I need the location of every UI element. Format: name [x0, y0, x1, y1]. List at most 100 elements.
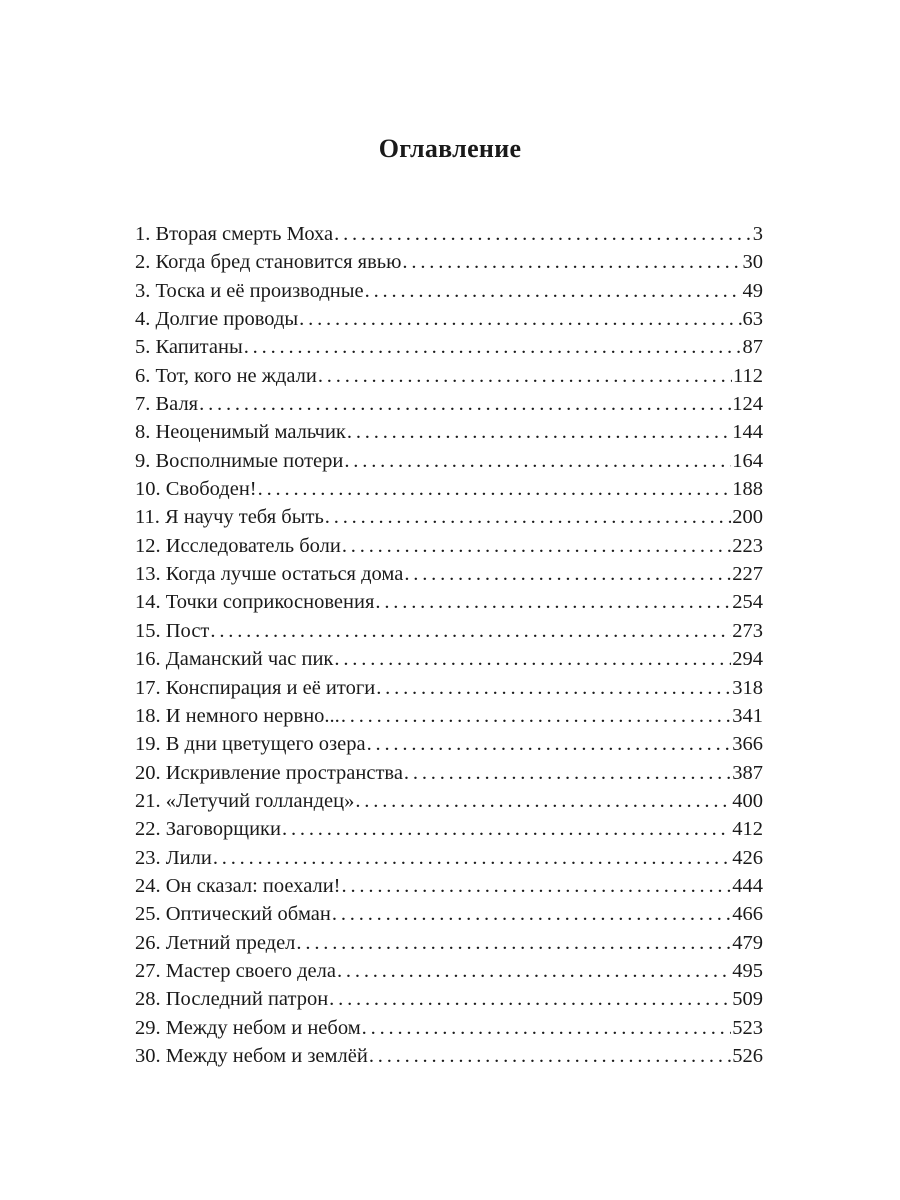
toc-entry[interactable]: 22. Заговорщики 412 [135, 815, 763, 843]
toc-entry-title: 3. Тоска и её производные [135, 279, 364, 302]
dot-leader [332, 900, 731, 928]
toc-entry-title: 18. И немного нервно... [135, 704, 340, 727]
toc-entry-title: 21. «Летучий голландец» [135, 789, 355, 812]
toc-entry[interactable]: 8. Неоценимый мальчик 144 [135, 418, 763, 446]
toc-entry-title: 9. Восполнимые потери [135, 449, 344, 472]
dot-leader [329, 985, 731, 1013]
toc-entry[interactable]: 23. Лили 426 [135, 844, 763, 872]
toc-entry[interactable]: 29. Между небом и небом 523 [135, 1014, 763, 1042]
toc-entry-title: 26. Летний предел [135, 931, 296, 954]
dot-leader [341, 702, 731, 730]
toc-entry-title: 16. Даманский час пик [135, 648, 334, 671]
dot-leader [362, 1014, 732, 1042]
toc-entry-title: 17. Конспирация и её итоги [135, 676, 376, 699]
dot-leader [258, 475, 732, 503]
toc-entry-page: 318 [732, 676, 763, 699]
dot-leader [347, 418, 731, 446]
toc-entry-page: 466 [732, 903, 763, 926]
toc-entry[interactable]: 12. Исследователь боли 223 [135, 532, 763, 560]
toc-entry-page: 3 [752, 223, 763, 245]
dot-leader [296, 929, 731, 957]
toc-entry[interactable]: 19. В дни цветущего озера 366 [135, 730, 763, 758]
toc-entry-title: 15. Пост [135, 619, 210, 642]
toc-entry-title: 28. Последний патрон [135, 988, 329, 1011]
dot-leader [318, 362, 732, 390]
toc-entry[interactable]: 28. Последний патрон 509 [135, 985, 763, 1013]
toc-entry[interactable]: 15. Пост 273 [135, 617, 763, 645]
toc-entry[interactable]: 20. Искривление пространства 387 [135, 759, 763, 787]
toc-entry-title: 29. Между небом и небом [135, 1016, 361, 1039]
dot-leader [342, 532, 731, 560]
dot-leader [376, 674, 731, 702]
toc-entry-page: 273 [732, 619, 763, 642]
toc-entry[interactable]: 13. Когда лучше остаться дома 227 [135, 560, 763, 588]
toc-entry[interactable]: 30. Между небом и землёй 526 [135, 1042, 763, 1070]
dot-leader [334, 645, 731, 673]
dot-leader [213, 844, 731, 872]
toc-entry-title: 14. Точки соприкосновения [135, 591, 375, 614]
toc-entry[interactable]: 6. Тот, кого не ждали 112 [135, 362, 763, 390]
toc-entry-page: 200 [732, 506, 763, 529]
toc-entry-page: 341 [732, 704, 763, 727]
toc-entry-title: 24. Он сказал: поехали! [135, 874, 341, 897]
toc-entry-page: 479 [732, 931, 763, 954]
toc-entry[interactable]: 16. Даманский час пик 294 [135, 645, 763, 673]
toc-entry-page: 30 [742, 251, 764, 274]
toc-entry-page: 412 [732, 818, 763, 841]
toc-entry[interactable]: 25. Оптический обман 466 [135, 900, 763, 928]
toc-entry-title: 27. Мастер своего дела [135, 959, 336, 982]
dot-leader [210, 617, 731, 645]
toc-entry[interactable]: 7. Валя 124 [135, 390, 763, 418]
toc-entry[interactable]: 2. Когда бред становится явью 30 [135, 248, 763, 276]
toc-entry-page: 254 [732, 591, 763, 614]
toc-entry[interactable]: 27. Мастер своего дела 495 [135, 957, 763, 985]
dot-leader [325, 503, 731, 531]
toc-entry-title: 6. Тот, кого не ждали [135, 364, 317, 387]
dot-leader [337, 957, 731, 985]
toc-entry[interactable]: 21. «Летучий голландец» 400 [135, 787, 763, 815]
toc-entry[interactable]: 10. Свободен! 188 [135, 475, 763, 503]
toc-entry[interactable]: 5. Капитаны 87 [135, 333, 763, 361]
toc-entry[interactable]: 24. Он сказал: поехали! 444 [135, 872, 763, 900]
dot-leader [299, 305, 741, 333]
toc-entry[interactable]: 14. Точки соприкосновения 254 [135, 588, 763, 616]
toc-entry[interactable]: 3. Тоска и её производные 49 [135, 277, 763, 305]
toc-entry[interactable]: 17. Конспирация и её итоги 318 [135, 674, 763, 702]
toc-entry-page: 509 [732, 988, 763, 1011]
dot-leader [369, 1042, 731, 1070]
toc-entry-title: 30. Между небом и землёй [135, 1044, 368, 1067]
dot-leader [244, 333, 742, 361]
dot-leader [199, 390, 731, 418]
toc-entry-page: 426 [732, 846, 763, 869]
toc-entry-page: 444 [732, 874, 763, 897]
toc-entry-title: 20. Искривление пространства [135, 761, 403, 784]
toc-entry[interactable]: 11. Я научу тебя быть 200 [135, 503, 763, 531]
toc-entry-title: 23. Лили [135, 846, 212, 869]
toc-entry-page: 112 [733, 364, 763, 387]
dot-leader [365, 277, 742, 305]
dot-leader [404, 560, 731, 588]
toc-entry-page: 144 [732, 421, 763, 444]
dot-leader [334, 220, 752, 248]
toc-entry-page: 49 [742, 279, 764, 302]
toc-entry-page: 526 [732, 1044, 763, 1067]
toc-entry-page: 400 [732, 789, 763, 812]
toc-entry-page: 63 [742, 308, 764, 331]
dot-leader [344, 447, 731, 475]
toc-entry[interactable]: 26. Летний предел 479 [135, 929, 763, 957]
toc-entry-page: 124 [732, 393, 763, 416]
toc-entry[interactable]: 1. Вторая смерть Моха 3 [135, 220, 763, 248]
toc-entry[interactable]: 18. И немного нервно... 341 [135, 702, 763, 730]
toc-entry-title: 2. Когда бред становится явью [135, 251, 402, 274]
toc-entry[interactable]: 9. Восполнимые потери 164 [135, 447, 763, 475]
dot-leader [342, 872, 732, 900]
toc-entry-page: 188 [732, 478, 763, 501]
dot-leader [402, 248, 741, 276]
dot-leader [404, 759, 731, 787]
toc-entry-page: 387 [732, 761, 763, 784]
toc-entry-title: 8. Неоценимый мальчик [135, 421, 346, 444]
toc-entry-page: 87 [742, 336, 764, 359]
toc-entry[interactable]: 4. Долгие проводы 63 [135, 305, 763, 333]
toc-entry-title: 13. Когда лучше остаться дома [135, 563, 404, 586]
dot-leader [355, 787, 731, 815]
